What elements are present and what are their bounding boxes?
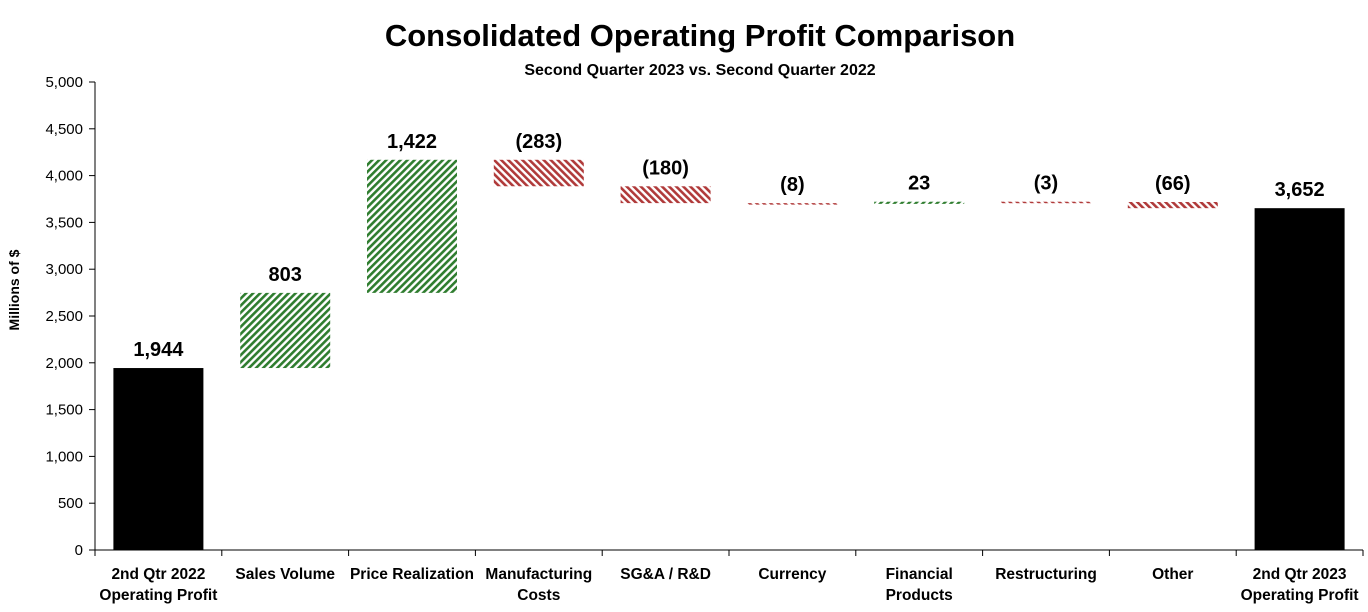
chart-title: Consolidated Operating Profit Comparison [385,18,1015,53]
bar-9 [1127,201,1218,209]
category-label-line: Manufacturing [485,566,592,583]
data-label-10: 3,652 [1275,179,1325,201]
data-label-9: (66) [1155,173,1191,195]
category-label-line: Operating Profit [99,587,217,604]
category-label-line: SG&A / R&D [620,566,711,583]
category-label-7: Financial Products [886,566,953,604]
category-label-4: Manufacturing Costs [485,566,592,604]
category-label-line: Financial [886,566,953,583]
chart-subtitle: Second Quarter 2023 vs. Second Quarter 2… [524,62,875,79]
data-label-5: (180) [642,157,689,179]
category-label-2: Sales Volume [235,566,335,583]
bar-6 [747,203,838,205]
y-tick-label: 3,500 [45,214,83,231]
data-label-8: (3) [1034,173,1058,195]
category-label-line: Currency [758,566,826,583]
bar-4 [493,159,584,187]
bar-8 [1001,201,1091,204]
data-label-1: 1,944 [133,339,184,361]
bar-1 [113,368,204,550]
bar-2 [240,292,331,369]
category-label-line: Products [886,587,953,604]
category-label-6: Currency [758,566,826,583]
bar-3 [367,159,457,293]
y-tick-label: 4,000 [45,168,83,185]
category-label-1: 2nd Qtr 2022 Operating Profit [99,566,217,604]
data-label-7: 23 [908,173,930,195]
data-label-4: (283) [515,131,562,153]
category-label-5: SG&A / R&D [620,566,711,583]
y-axis-label: Millions of $ [6,249,22,330]
category-label-9: Other [1152,566,1193,583]
data-label-2: 803 [269,264,302,286]
bar-10 [1254,208,1345,551]
category-label-line: Sales Volume [235,566,335,583]
y-tick-label: 2,500 [45,308,83,325]
bar-7 [874,201,965,204]
category-label-line: Costs [517,587,560,604]
y-tick-label: 3,000 [45,261,83,278]
category-label-line: Operating Profit [1241,587,1359,604]
y-tick-label: 5,000 [45,74,83,91]
category-label-3: Price Realization [350,566,474,583]
y-tick-label: 4,500 [45,121,83,138]
category-label-line: Other [1152,566,1193,583]
category-label-line: 2nd Qtr 2022 [111,566,205,583]
y-tick-label: 2,000 [45,355,83,372]
y-tick-label: 0 [75,542,83,559]
category-label-line: 2nd Qtr 2023 [1253,566,1347,583]
y-tick-label: 1,500 [45,402,83,419]
bar-5 [620,186,711,204]
y-tick-label: 1,000 [45,448,83,465]
category-label-line: Price Realization [350,566,474,583]
data-label-3: 1,422 [387,131,437,153]
category-label-line: Restructuring [995,566,1097,583]
data-label-6: (8) [780,174,804,196]
category-label-10: 2nd Qtr 2023 Operating Profit [1241,566,1359,604]
category-label-8: Restructuring [995,566,1097,583]
y-tick-label: 500 [58,495,83,512]
